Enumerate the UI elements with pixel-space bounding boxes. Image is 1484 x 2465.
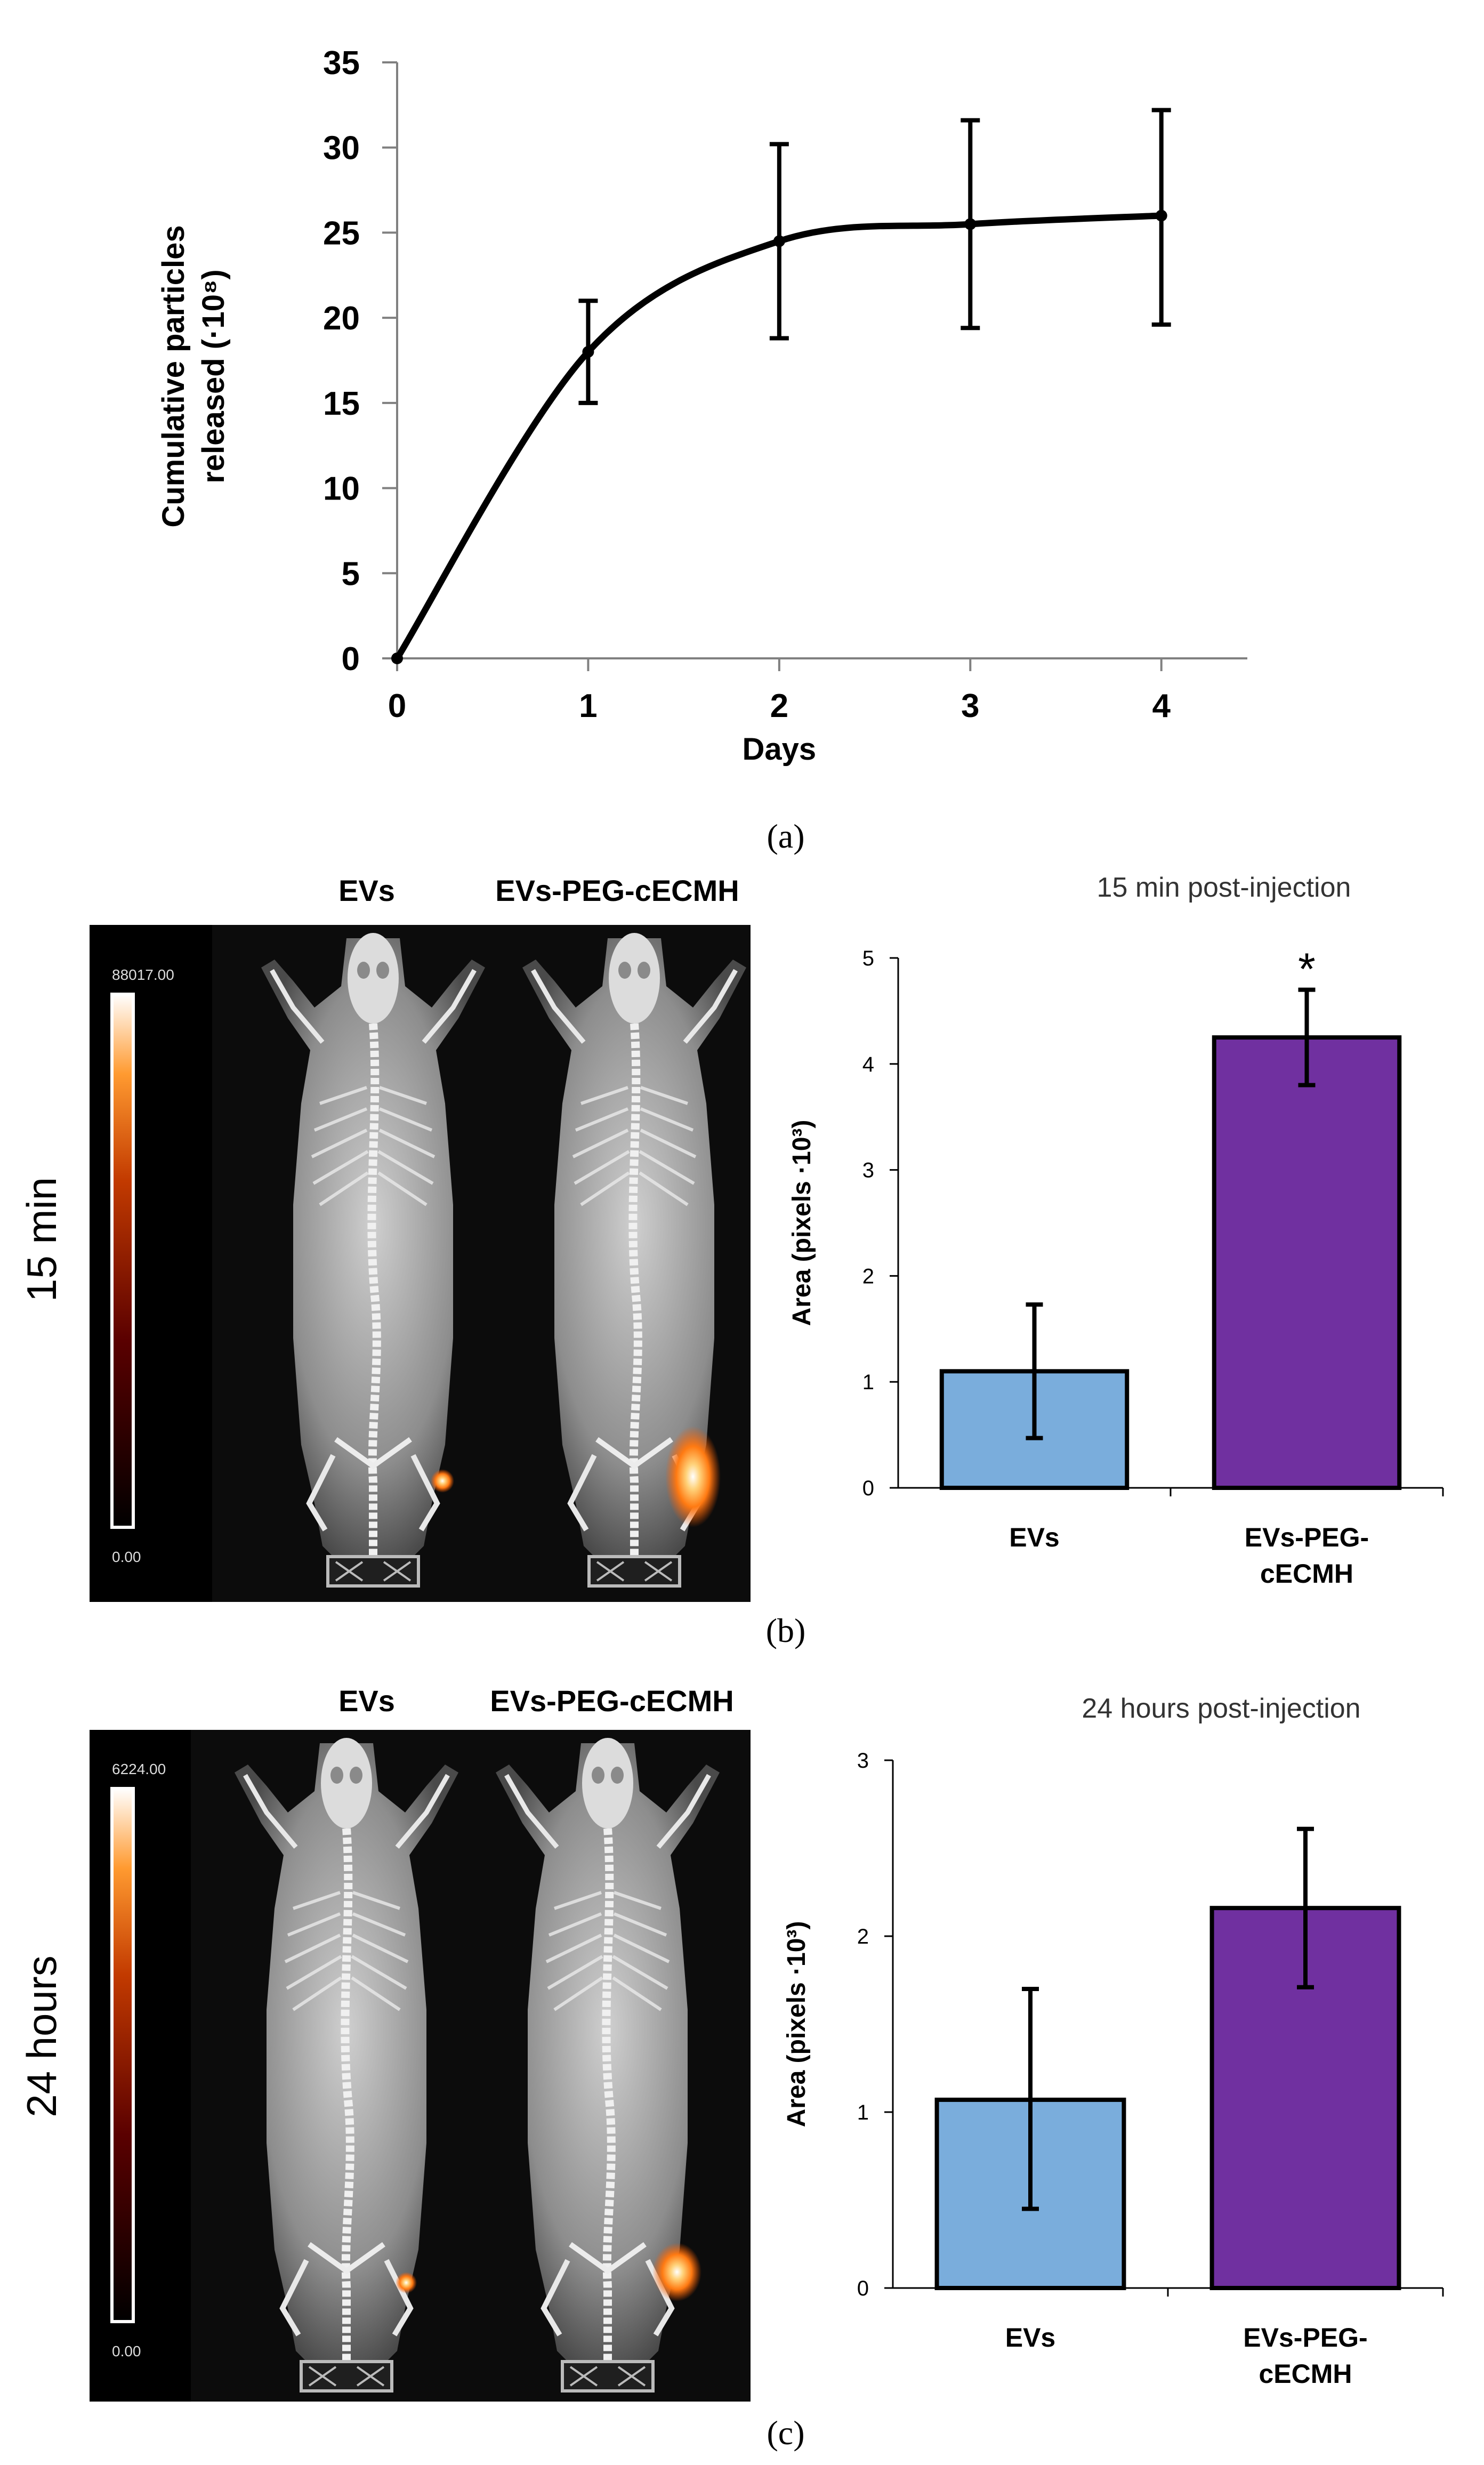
y-axis-label-line2: released (·10⁸)	[196, 269, 231, 483]
y-tick-label: 20	[323, 300, 360, 337]
chart-b: 0 1 2 3 4 5 EVs * EVs-PEG-cECMH 15 min post-injec…	[788, 872, 1444, 1589]
colorbar-max: 88017.00	[112, 966, 174, 983]
colorbar-panel	[90, 1730, 191, 2402]
colorbar	[110, 1787, 135, 2323]
panel-b-image: 88017.00 0.00 15 min EVs EVs-PEG-cECMH	[18, 874, 751, 1602]
panel-b-label: (b)	[766, 1612, 806, 1649]
y-tick-label: 25	[323, 215, 360, 252]
signal-spot-evs	[431, 1469, 454, 1493]
significance-marker: *	[1298, 944, 1316, 994]
data-point	[391, 652, 403, 664]
signal-spot-evs-peg	[652, 2243, 701, 2301]
x-tick-label: 4	[1152, 688, 1171, 724]
signal-spot-evs-peg	[665, 1426, 721, 1527]
panel-a-label: (a)	[767, 817, 804, 855]
bar	[1212, 1035, 1402, 1490]
y-tick-label: 5	[342, 555, 360, 592]
y-tick-label: 2	[857, 1925, 869, 1948]
colorbar-panel	[90, 925, 212, 1602]
column-label-evs-peg-b: EVs-PEG-cECMH	[495, 874, 739, 907]
data-point	[582, 346, 594, 358]
column-label-evs-b: EVs	[338, 874, 395, 907]
column-label-evs-peg-c: EVs-PEG-cECMH	[490, 1684, 733, 1718]
y-axis-label: Area (pixels ·10³)	[788, 1120, 816, 1326]
y-tick-label: 1	[862, 1371, 874, 1394]
data-point	[1155, 210, 1167, 222]
panel-c-image: 6224.00 0.00 24 hours EVs EVs-PEG-cECMH	[18, 1684, 751, 2402]
y-tick-label: 0	[342, 641, 360, 678]
y-tick-label: 4	[862, 1053, 874, 1076]
panel-c-label: (c)	[767, 2414, 804, 2452]
series-line	[394, 212, 1162, 660]
data-point	[773, 235, 785, 247]
y-tick-label: 3	[857, 1749, 869, 1773]
time-label-c: 24 hours	[18, 1955, 65, 2117]
x-axis-label: Days	[743, 732, 817, 767]
y-tick-label: 10	[323, 471, 360, 508]
category-label: EVs	[1009, 1522, 1060, 1552]
y-tick-label: 5	[862, 947, 874, 970]
y-tick-label: 0	[857, 2277, 869, 2300]
category-label: cECMH	[1260, 1559, 1353, 1589]
chart-a: 0 5 10 15 20 25 30 35 0 1 2 3 4 Days Cumulative partic…	[156, 45, 1247, 767]
column-label-evs-c: EVs	[338, 1684, 395, 1718]
chart-title: 15 min post-injection	[1097, 872, 1351, 903]
x-tick-label: 3	[961, 688, 979, 724]
y-tick-label: 0	[862, 1477, 874, 1500]
x-tick-label: 1	[579, 688, 597, 724]
y-tick-label: 1	[857, 2101, 869, 2124]
data-point	[964, 218, 977, 230]
x-tick-label: 2	[770, 688, 788, 724]
category-label: cECMH	[1259, 2359, 1352, 2389]
y-tick-label: 30	[323, 130, 360, 167]
chart-title: 24 hours post-injection	[1082, 1693, 1360, 1724]
colorbar-max: 6224.00	[112, 1761, 166, 1777]
category-label: EVs	[1005, 2323, 1056, 2353]
chart-c: 0 1 2 3 EVs EVs-PEG-cECMH 24 hours post-inject…	[783, 1693, 1444, 2389]
y-axis-label: Area (pixels ·10³)	[783, 1921, 811, 2128]
y-tick-label: 3	[862, 1159, 874, 1182]
x-tick-label: 0	[388, 688, 406, 724]
y-tick-label: 2	[862, 1264, 874, 1288]
colorbar	[110, 993, 135, 1529]
y-tick-label: 35	[323, 45, 360, 82]
time-label-b: 15 min	[18, 1177, 65, 1302]
y-tick-label: 15	[323, 385, 360, 422]
y-axis-label-line1: Cumulative particles	[156, 225, 191, 527]
colorbar-min: 0.00	[112, 1549, 141, 1565]
category-label: EVs-PEG-	[1245, 1522, 1369, 1552]
colorbar-min: 0.00	[112, 2343, 141, 2359]
category-label: EVs-PEG-	[1243, 2323, 1367, 2353]
signal-spot-evs	[396, 2272, 417, 2293]
